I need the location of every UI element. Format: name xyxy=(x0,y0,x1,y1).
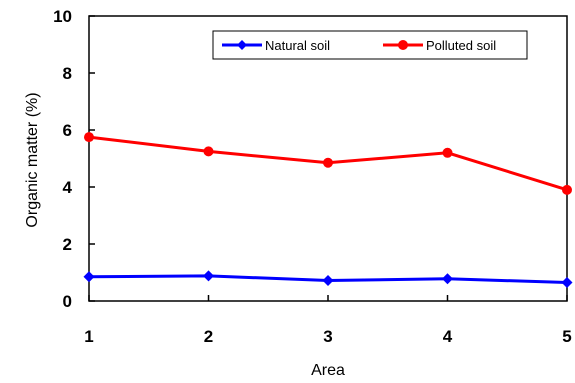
legend-box xyxy=(212,30,528,60)
y-tick-label: 4 xyxy=(63,178,73,197)
legend-marker-polluted-soil xyxy=(398,40,408,50)
data-point-natural-soil xyxy=(203,270,214,282)
legend-label-natural-soil: Natural soil xyxy=(265,38,330,53)
x-tick-label: 4 xyxy=(443,327,453,346)
legend-marker-natural-soil xyxy=(237,40,247,50)
data-point-natural-soil xyxy=(83,271,95,283)
y-tick-label: 2 xyxy=(63,235,72,254)
data-point-natural-soil xyxy=(561,276,573,288)
x-tick-label: 2 xyxy=(204,327,213,346)
x-tick-label: 1 xyxy=(84,327,93,346)
y-axis-title: Organic matter (%) xyxy=(24,92,41,227)
data-point-natural-soil xyxy=(442,273,453,285)
y-tick-label: 8 xyxy=(63,64,72,83)
x-tick-label: 3 xyxy=(323,327,332,346)
y-tick-label: 6 xyxy=(63,121,72,140)
data-point-polluted-soil xyxy=(203,146,214,157)
data-point-natural-soil xyxy=(322,274,334,286)
x-tick-label: 5 xyxy=(562,327,571,346)
data-point-polluted-soil xyxy=(442,147,453,158)
series-layer xyxy=(83,132,573,288)
legend: Natural soil Polluted soil xyxy=(212,30,528,60)
legend-label-polluted-soil: Polluted soil xyxy=(426,38,496,53)
y-tick-label: 0 xyxy=(63,292,72,311)
data-point-polluted-soil xyxy=(562,184,572,195)
y-tick-label: 10 xyxy=(53,7,72,26)
x-axis: 1 2 3 4 5 xyxy=(84,295,572,346)
x-axis-title: Area xyxy=(311,362,345,379)
y-axis: 0 2 4 6 8 10 xyxy=(53,7,95,311)
data-point-polluted-soil xyxy=(84,132,94,143)
data-point-polluted-soil xyxy=(323,157,333,168)
